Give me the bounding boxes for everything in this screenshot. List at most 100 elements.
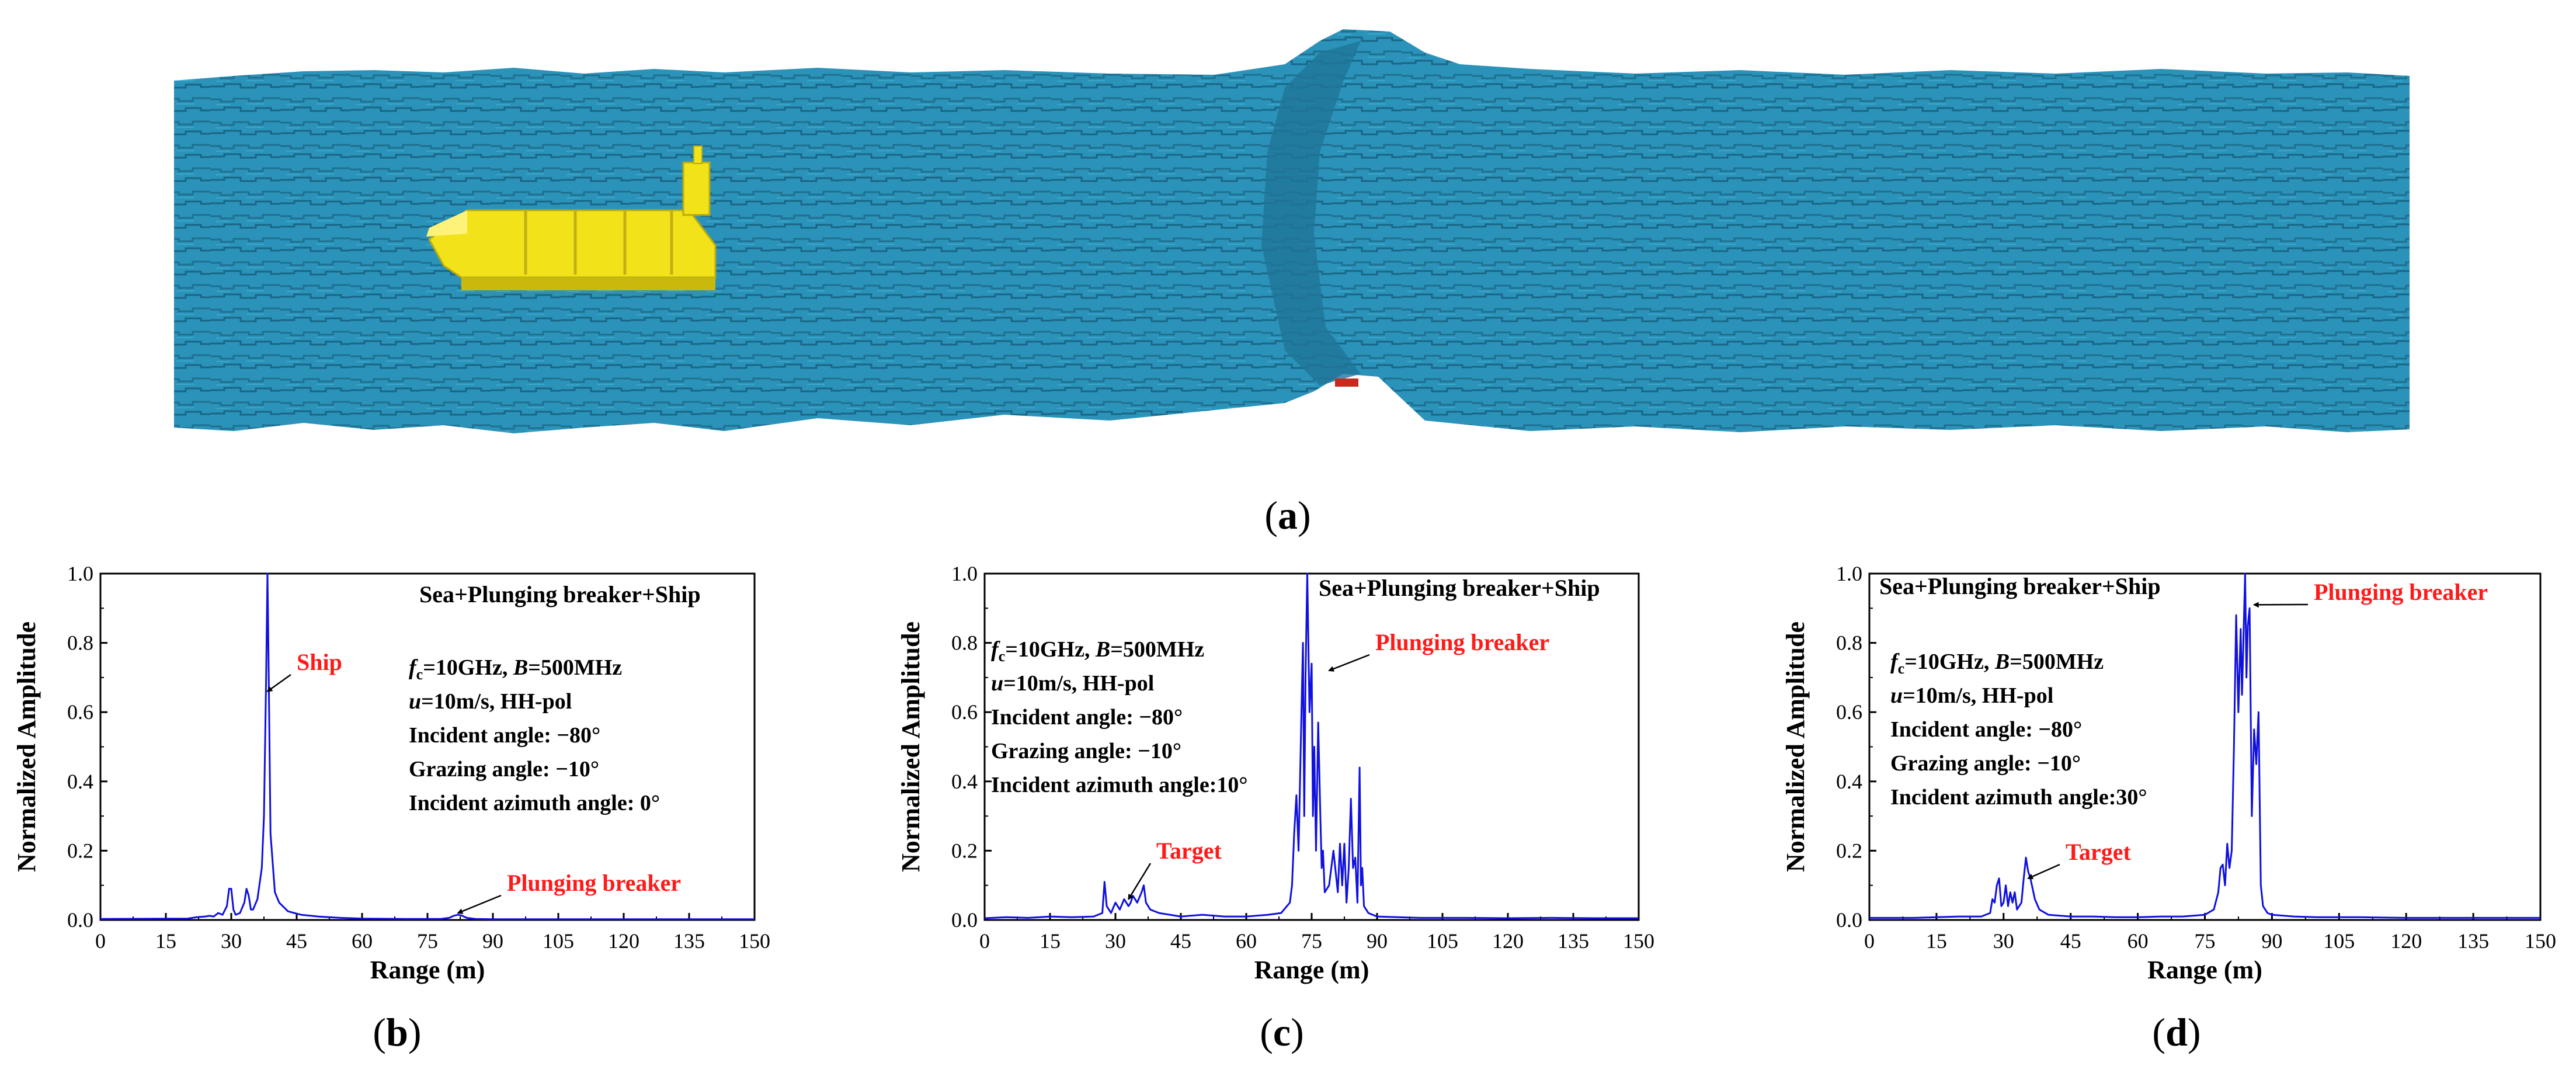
y-tick-label: 0.4 bbox=[1836, 770, 1862, 793]
x-tick-label: 60 bbox=[352, 929, 373, 953]
panel-label-b: (b) bbox=[373, 1010, 421, 1054]
annotation-arrow bbox=[2027, 863, 2060, 880]
y-tick-label: 0.8 bbox=[67, 631, 93, 655]
annotation-label: Plunging breaker bbox=[1375, 629, 1549, 655]
param-frequency: fc=10GHz, B=500MHz bbox=[1890, 650, 2104, 677]
x-axis-label: Range (m) bbox=[1254, 956, 1369, 984]
x-tick-label: 120 bbox=[608, 929, 639, 953]
x-tick-label: 60 bbox=[2127, 929, 2149, 953]
param-azimuth-angle: Incident azimuth angle:30° bbox=[1890, 785, 2147, 810]
series-line-b bbox=[100, 572, 755, 921]
panel-a-sea-scene bbox=[174, 29, 2410, 433]
y-tick-label: 0.0 bbox=[951, 908, 978, 932]
x-tick-label: 135 bbox=[673, 929, 705, 953]
ship bbox=[426, 145, 717, 290]
param-azimuth-angle: Incident azimuth angle: 0° bbox=[409, 791, 660, 815]
param-wind: u=10m/s, HH-pol bbox=[409, 689, 572, 714]
breaker-marker bbox=[1335, 378, 1358, 387]
x-tick-label: 90 bbox=[1367, 929, 1388, 953]
y-tick-label: 1.0 bbox=[1836, 562, 1862, 585]
param-wind: u=10m/s, HH-pol bbox=[1890, 683, 2053, 708]
chart-panel-c: 0 15 30 45 60 75 90 105 120 135 150 0.0 0.2 0.4 0.6 0.8… bbox=[896, 562, 1654, 1054]
x-tick-label: 90 bbox=[2261, 929, 2282, 953]
y-axis-label: Normalized Amplitude bbox=[1781, 621, 1810, 872]
x-tick-label: 105 bbox=[2323, 929, 2355, 953]
x-tick-label: 45 bbox=[1170, 929, 1191, 953]
ship-mast bbox=[693, 145, 703, 164]
chart-title: Sea+Plunging breaker+Ship bbox=[419, 581, 701, 607]
y-tick-label: 1.0 bbox=[951, 562, 978, 585]
y-tick-label: 0.6 bbox=[951, 700, 978, 724]
x-tick-label: 0 bbox=[95, 929, 106, 953]
param-azimuth-angle: Incident azimuth angle:10° bbox=[991, 773, 1248, 797]
series-line-d bbox=[1869, 572, 2540, 919]
ship-shadow bbox=[461, 277, 715, 290]
x-axis-label: Range (m) bbox=[2147, 956, 2262, 984]
x-tick-label: 45 bbox=[2060, 929, 2081, 953]
charts-layer: 0 15 30 45 60 75 90 105 120 135 1500.00.20.40.60.8… bbox=[12, 562, 2556, 1054]
param-grazing-angle: Grazing angle: −10° bbox=[1890, 751, 2081, 776]
x-tick-label: 120 bbox=[1492, 929, 1524, 953]
annotation-label: Plunging breaker bbox=[2314, 579, 2488, 605]
x-tick-label: 15 bbox=[1040, 929, 1061, 953]
x-tick-label: 75 bbox=[1301, 929, 1322, 953]
panel-label-c: (c) bbox=[1260, 1010, 1304, 1054]
annotation-label: Target bbox=[1156, 838, 1222, 864]
x-tick-label: 150 bbox=[2525, 929, 2556, 953]
y-tick-label: 0.8 bbox=[951, 631, 978, 655]
y-tick-label: 0.4 bbox=[951, 770, 978, 793]
chart-title: Sea+Plunging breaker+Ship bbox=[1319, 575, 1600, 601]
plot-frame bbox=[1868, 572, 2542, 921]
chart-panel-b: 0 15 30 45 60 75 90 105 120 135 150 0.0 0.2 0.4 0.6 0.8… bbox=[12, 562, 770, 1054]
ship-bow bbox=[426, 210, 467, 237]
chart-title: Sea+Plunging breaker+Ship bbox=[1879, 573, 2161, 599]
x-tick-label: 150 bbox=[739, 929, 770, 953]
x-tick-label: 90 bbox=[482, 929, 503, 953]
param-frequency: fc=10GHz, B=500MHz bbox=[409, 655, 622, 683]
x-tick-label: 45 bbox=[286, 929, 307, 953]
x-tick-label: 0 bbox=[1864, 929, 1875, 953]
y-tick-label: 0.2 bbox=[951, 839, 978, 862]
ship-superstructure bbox=[682, 161, 711, 216]
annotation-arrow bbox=[457, 894, 502, 914]
series-line-c bbox=[984, 572, 1639, 919]
x-tick-label: 15 bbox=[1926, 929, 1947, 953]
breaker-crest bbox=[1261, 41, 1361, 386]
y-tick-label: 0.6 bbox=[1836, 700, 1862, 724]
y-tick-label: 0.6 bbox=[67, 700, 93, 724]
panel-label-a: (a) bbox=[1264, 493, 1310, 537]
annotation-label: Plunging breaker bbox=[507, 870, 681, 896]
ship-deck-lines bbox=[524, 210, 673, 275]
annotation-arrow bbox=[1128, 863, 1152, 901]
x-tick-label: 120 bbox=[2390, 929, 2422, 953]
x-tick-label: 135 bbox=[1558, 929, 1589, 953]
y-tick-label: 0.0 bbox=[67, 908, 93, 932]
param-frequency: fc=10GHz, B=500MHz bbox=[991, 637, 1204, 665]
annotation-label: Target bbox=[2066, 839, 2132, 865]
y-tick-label: 0.4 bbox=[67, 770, 93, 793]
param-grazing-angle: Grazing angle: −10° bbox=[991, 739, 1181, 763]
x-tick-label: 75 bbox=[417, 929, 438, 953]
x-tick-label: 105 bbox=[1427, 929, 1458, 953]
x-tick-label: 75 bbox=[2195, 929, 2216, 953]
y-axis-label: Normalized Amplitude bbox=[12, 621, 41, 872]
y-tick-label: 1.0 bbox=[67, 562, 93, 585]
param-incident-angle: Incident angle: −80° bbox=[1890, 717, 2082, 742]
param-incident-angle: Incident angle: −80° bbox=[991, 705, 1183, 730]
x-tick-label: 30 bbox=[1993, 929, 2014, 953]
x-tick-label: 15 bbox=[155, 929, 176, 953]
param-incident-angle: Incident angle: −80° bbox=[409, 723, 600, 748]
annotation-arrow bbox=[266, 673, 291, 692]
param-wind: u=10m/s, HH-pol bbox=[991, 671, 1154, 696]
x-tick-label: 0 bbox=[979, 929, 990, 953]
y-tick-label: 0.2 bbox=[67, 839, 93, 862]
x-tick-label: 135 bbox=[2457, 929, 2489, 953]
chart-panel-d: 0 15 30 45 60 75 90 105 120 135 150 0.0 0.2 0.4 0.6 0.8… bbox=[1781, 562, 2556, 1054]
x-tick-label: 60 bbox=[1236, 929, 1257, 953]
x-axis-label: Range (m) bbox=[370, 956, 485, 984]
annotation-arrow bbox=[1328, 654, 1370, 672]
x-tick-label: 30 bbox=[1105, 929, 1126, 953]
x-tick-label: 150 bbox=[1623, 929, 1654, 953]
y-tick-label: 0.2 bbox=[1836, 839, 1862, 862]
